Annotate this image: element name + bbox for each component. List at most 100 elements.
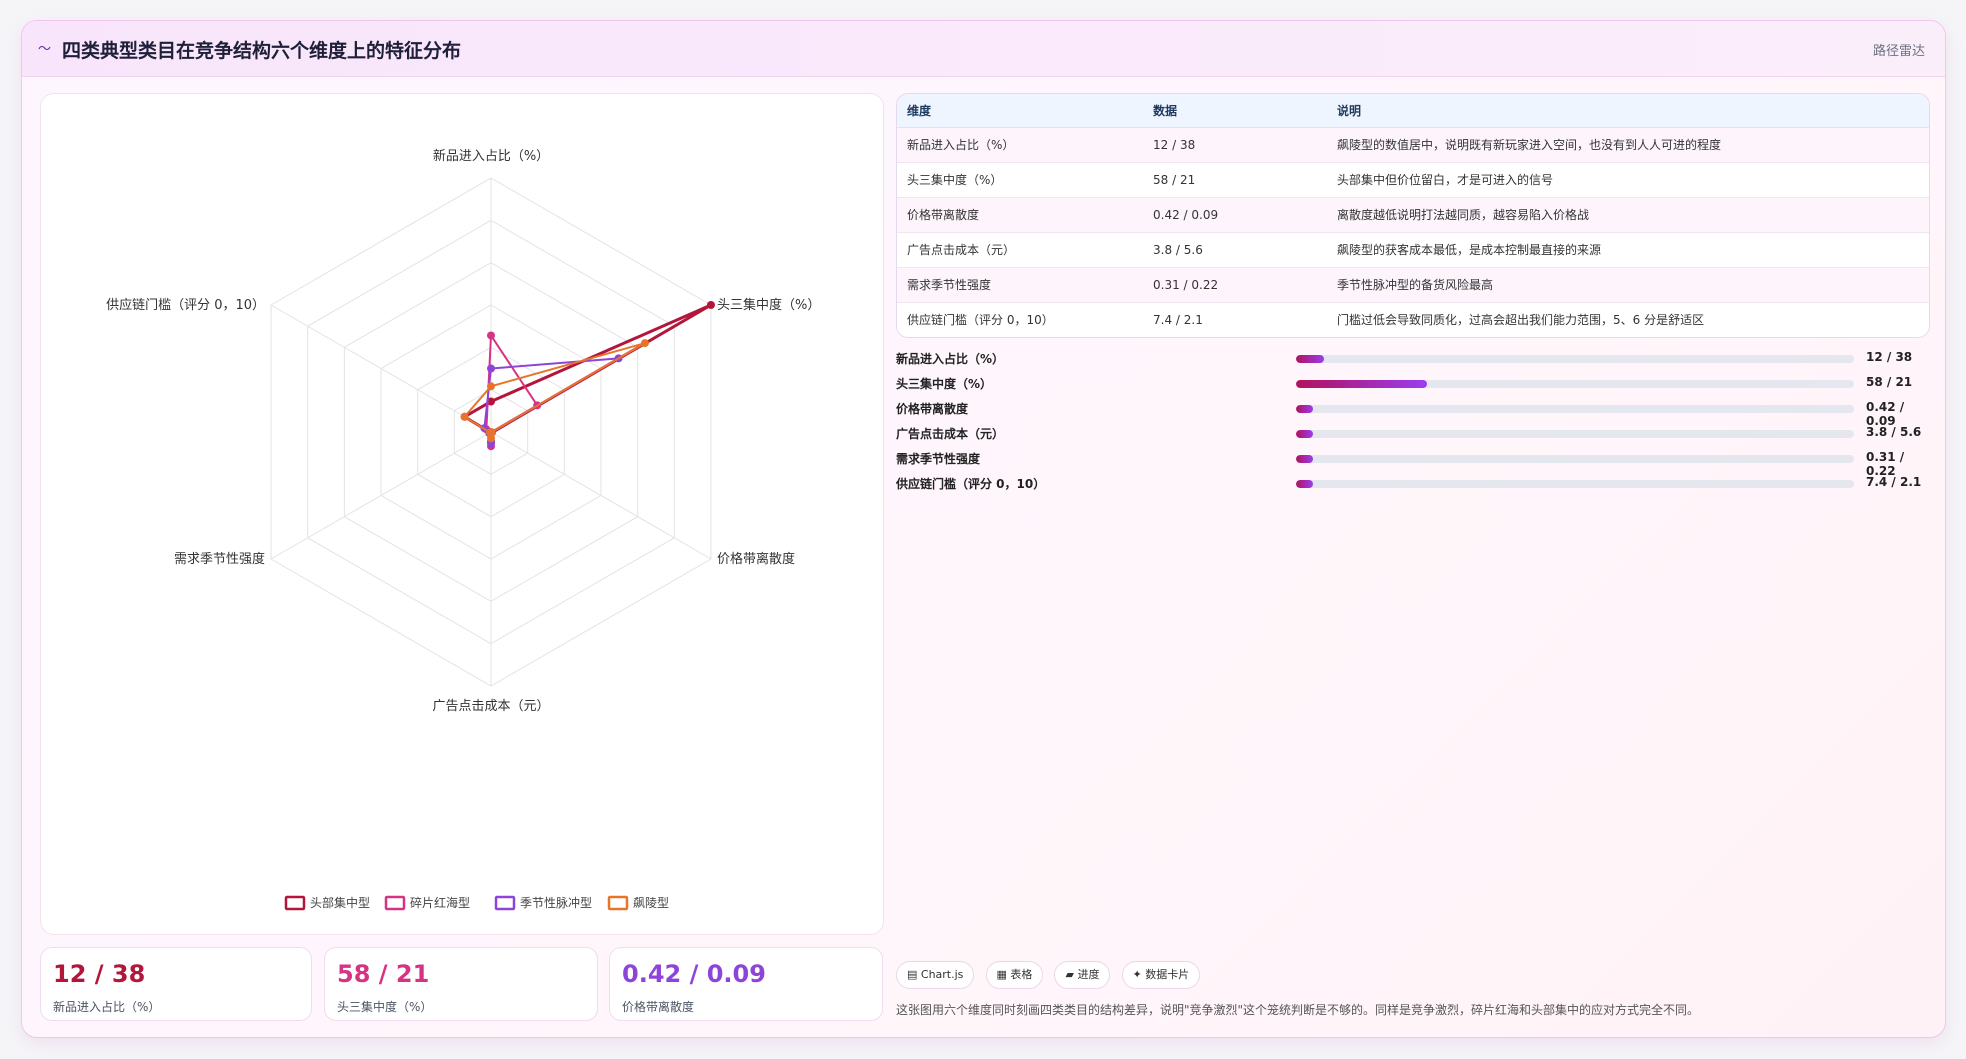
header-bar: 〜 四类典型类目在竞争结构六个维度上的特征分布 路径雷达	[22, 21, 1945, 77]
progress-row: 需求季节性强度 0.31 / 0.22	[896, 447, 1930, 478]
legend-label: 头部集中型	[310, 895, 370, 910]
axis-label: 需求季节性强度	[174, 551, 265, 567]
view-tag[interactable]: 路径雷达	[1872, 44, 1925, 59]
progress-track	[1296, 380, 1854, 388]
progress-label: 需求季节性强度	[896, 452, 981, 466]
progress-fill	[1296, 380, 1428, 388]
table-cell: 广告点击成本（元）	[897, 232, 1143, 268]
progress-fill	[1296, 455, 1313, 463]
progress-track	[1296, 405, 1854, 413]
table-cell: 头三集中度（%）	[897, 162, 1143, 198]
progress-value: 0.31 / 0.22	[1866, 450, 1905, 478]
kpi-label: 头三集中度（%）	[337, 1000, 433, 1014]
column-header: 数据	[1143, 94, 1327, 128]
axis-label: 价格带离散度	[717, 551, 795, 567]
data-point	[460, 412, 469, 421]
table-cell: 需求季节性强度	[897, 267, 1143, 303]
data-point	[487, 434, 495, 443]
progress-fill	[1296, 480, 1313, 488]
progress-track	[1296, 355, 1854, 363]
data-point	[487, 397, 495, 406]
axis-label: 广告点击成本（元）	[432, 699, 549, 714]
data-point	[487, 364, 495, 373]
chip-chartjs[interactable]: ▤ Chart.js	[896, 961, 975, 989]
table-cell: 头部集中但价位留白，才是可进入的信号	[1327, 162, 1929, 198]
progress-track	[1296, 430, 1854, 438]
progress-fill	[1296, 355, 1324, 363]
data-point	[486, 428, 495, 437]
legend-label: 碎片红海型	[410, 895, 470, 910]
progress-label: 新品进入占比（%）	[896, 352, 1005, 366]
kpi-value: 0.42 / 0.09	[622, 960, 766, 988]
table-row: 需求季节性强度 0.31 / 0.22 季节性脉冲型的备货风险最高	[897, 267, 1929, 303]
data-point	[487, 382, 495, 391]
data-point	[706, 301, 715, 309]
table-header-row: 维度 数据 说明	[897, 94, 1929, 128]
progress-list: 新品进入占比（%） 12 / 38 头三集中度（%） 58 / 21 价格带离散度 0.4…	[896, 347, 1930, 497]
table-cell: 季节性脉冲型的备货风险最高	[1327, 267, 1929, 303]
grid-spoke	[270, 431, 492, 560]
table-cell: 0.31 / 0.22	[1143, 267, 1327, 303]
kpi-card-new-entry: 12 / 38 新品进入占比（%）	[40, 947, 312, 1021]
progress-track	[1296, 480, 1854, 488]
table-cell: 离散度越低说明打法越同质，越容易陷入价格战	[1327, 197, 1929, 233]
table-row: 价格带离散度 0.42 / 0.09 离散度越低说明打法越同质，越容易陷入价格战	[897, 197, 1929, 233]
table-cell: 门槛过低会导致同质化，过高会超出我们能力范围，5、6 分是舒适区	[1327, 302, 1929, 337]
table-cell: 0.42 / 0.09	[1143, 197, 1327, 233]
axis-label: 供应链门槛（评分 0，10）	[106, 297, 265, 313]
column-header: 说明	[1327, 94, 1929, 128]
progress-row: 供应链门槛（评分 0，10） 7.4 / 2.1	[896, 472, 1930, 497]
kpi-value: 12 / 38	[53, 960, 146, 988]
data-point	[487, 331, 495, 340]
table-cell: 3.8 / 5.6	[1143, 232, 1327, 268]
progress-value: 58 / 21	[1866, 375, 1913, 389]
progress-value: 12 / 38	[1866, 350, 1913, 364]
legend-label: 季节性脉冲型	[520, 895, 592, 910]
kpi-value: 58 / 21	[337, 960, 430, 988]
progress-value: 3.8 / 5.6	[1866, 425, 1922, 439]
table-row: 头三集中度（%） 58 / 21 头部集中但价位留白，才是可进入的信号	[897, 162, 1929, 198]
chip-data-cards[interactable]: ✦ 数据卡片	[1121, 961, 1201, 989]
kpi-label: 新品进入占比（%）	[53, 1000, 161, 1014]
tech-chips: ▤ Chart.js ▦ 表格 ▰ 进度 ✦ 数据卡片	[896, 961, 1206, 989]
progress-track	[1296, 455, 1854, 463]
axis-label: 新品进入占比（%）	[433, 148, 549, 164]
chip-progress[interactable]: ▰ 进度	[1054, 961, 1111, 989]
legend-swatch	[384, 895, 406, 911]
progress-label: 供应链门槛（评分 0，10）	[896, 477, 1046, 491]
table-cell: 飙陵型的获客成本最低，是成本控制最直接的来源	[1327, 232, 1929, 268]
table-cell: 价格带离散度	[897, 197, 1143, 233]
legend-swatch	[284, 895, 306, 911]
radar-chart-panel: 新品进入占比（%） 头三集中度（%） 价格带离散度广告点击成本（元） 需求季节性强度 供…	[40, 93, 884, 935]
progress-row: 广告点击成本（元） 3.8 / 5.6	[896, 422, 1930, 447]
legend-swatch	[607, 895, 629, 911]
table-cell: 新品进入占比（%）	[897, 127, 1143, 163]
table-cell: 12 / 38	[1143, 127, 1327, 163]
table-row: 广告点击成本（元） 3.8 / 5.6 飙陵型的获客成本最低，是成本控制最直接的…	[897, 232, 1929, 268]
table-cell: 飙陵型的数值居中，说明既有新玩家进入空间，也没有到人人可进的程度	[1327, 127, 1929, 163]
table-cell: 58 / 21	[1143, 162, 1327, 198]
progress-row: 价格带离散度 0.42 / 0.09	[896, 397, 1930, 428]
chip-table[interactable]: ▦ 表格	[985, 961, 1044, 989]
progress-row: 新品进入占比（%） 12 / 38	[896, 347, 1930, 372]
progress-value: 0.42 / 0.09	[1866, 400, 1905, 428]
data-point	[640, 339, 649, 348]
progress-label: 头三集中度（%）	[896, 377, 993, 391]
progress-fill	[1296, 405, 1313, 413]
progress-label: 广告点击成本（元）	[896, 427, 1005, 441]
legend-label: 飙陵型	[633, 895, 669, 910]
axis-label: 头三集中度（%）	[717, 297, 820, 313]
footnote: 这张图用六个维度同时刻画四类类目的结构差异，说明"竞争激烈"这个笼统判断是不够的…	[896, 1003, 1700, 1017]
legend-swatch	[494, 895, 516, 911]
page-title: 四类典型类目在竞争结构六个维度上的特征分布	[62, 40, 462, 62]
column-header: 维度	[897, 94, 1143, 128]
progress-label: 价格带离散度	[896, 402, 969, 416]
kpi-card-top3: 58 / 21 头三集中度（%）	[324, 947, 598, 1021]
progress-row: 头三集中度（%） 58 / 21	[896, 372, 1930, 397]
grid-spoke	[490, 431, 712, 560]
data-table: 维度 数据 说明 新品进入占比（%） 12 / 38 飙陵型的数值居中，说明既有…	[896, 93, 1930, 338]
table-cell: 供应链门槛（评分 0，10）	[897, 302, 1143, 337]
chart-line-icon: 〜	[38, 42, 52, 57]
table-cell: 7.4 / 2.1	[1143, 302, 1327, 337]
